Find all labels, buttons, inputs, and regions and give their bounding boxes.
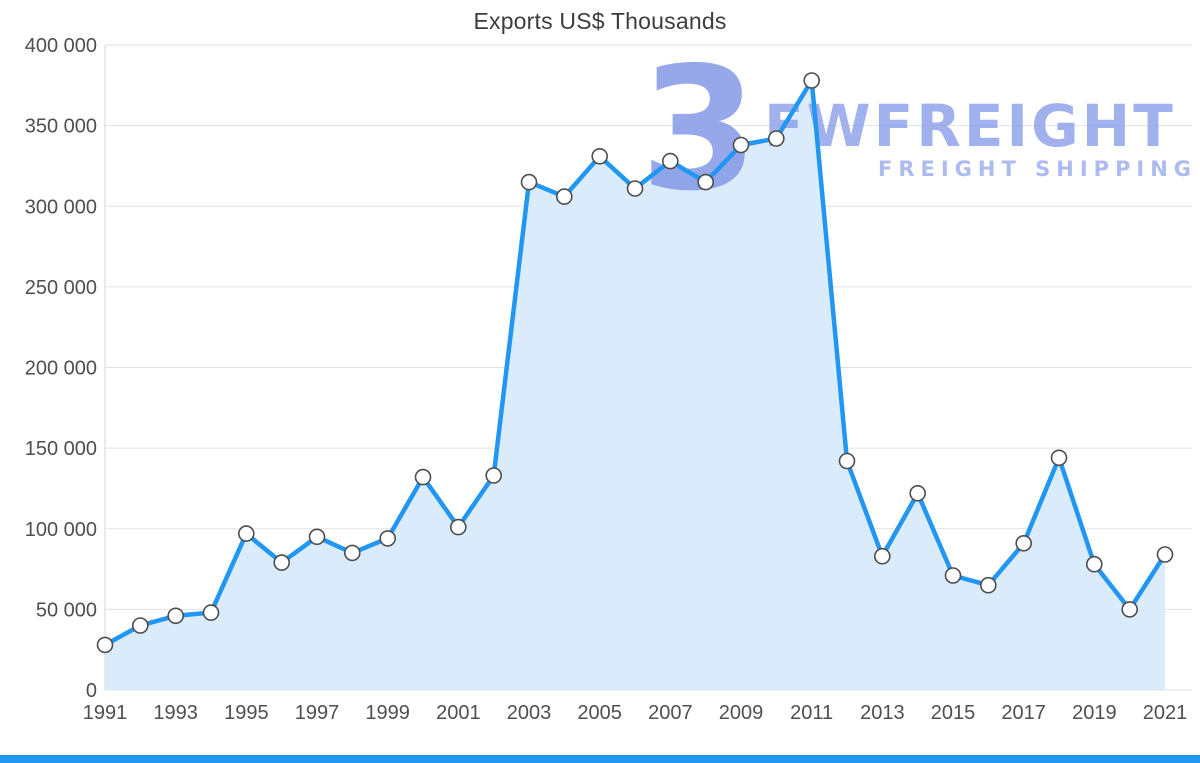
x-tick-label: 2011 [790,702,833,724]
x-tick-label: 1993 [153,702,198,724]
x-tick-label: 2021 [1143,702,1188,724]
data-point-1998[interactable] [343,544,361,562]
markers-layer [96,72,1174,654]
data-point-2012[interactable] [838,452,856,470]
data-point-1991[interactable] [96,636,114,654]
y-tick-label: 400 000 [25,35,97,57]
data-point-1996[interactable] [273,554,291,571]
x-tick-label: 1991 [83,702,128,724]
brand-watermark: 3 FWFREIGHT FREIGHT SHIPPING [640,31,1197,229]
x-tick-label: 1999 [365,702,410,724]
data-point-2015[interactable] [944,567,962,584]
area-fill [105,80,1165,690]
x-tick-label: 2017 [1001,702,1046,724]
data-point-2004[interactable] [555,188,573,205]
data-point-2008[interactable] [697,173,715,191]
data-point-1993[interactable] [167,607,184,625]
x-tick-label: 2019 [1072,702,1117,724]
data-point-2009[interactable] [732,136,750,154]
data-point-2003[interactable] [520,173,538,191]
data-point-2005[interactable] [591,148,609,165]
data-point-2020[interactable] [1121,601,1138,618]
data-point-1992[interactable] [132,617,149,634]
x-tick-label: 2007 [648,702,693,724]
y-tick-label: 200 000 [25,358,97,380]
data-point-2016[interactable] [979,576,997,594]
x-tick-label: 2013 [860,702,905,724]
x-tick-label: 1995 [224,702,269,724]
y-tick-label: 50 000 [36,599,97,621]
data-point-2014[interactable] [909,484,927,502]
data-point-2021[interactable] [1156,546,1174,563]
brand-name: FWFREIGHT [764,92,1176,160]
data-point-1995[interactable] [238,525,255,542]
data-point-1999[interactable] [379,530,397,547]
y-tick-label: 100 000 [25,519,97,541]
chart-title: Exports US$ Thousands [473,8,727,34]
data-point-1997[interactable] [308,528,326,546]
data-point-2018[interactable] [1050,449,1068,467]
data-point-2006[interactable] [626,180,644,197]
brand-tagline: FREIGHT SHIPPING [878,157,1197,181]
x-tick-label: 2015 [931,702,976,724]
data-point-2017[interactable] [1015,534,1033,552]
data-point-2011[interactable] [803,72,821,89]
data-point-2001[interactable] [449,518,467,536]
data-point-2019[interactable] [1086,555,1103,573]
x-tick-label: 2003 [507,702,552,724]
data-point-2002[interactable] [485,467,503,484]
data-point-1994[interactable] [202,604,220,621]
x-tick-label: 2001 [436,702,481,724]
data-point-2010[interactable] [767,130,785,147]
data-point-2013[interactable] [873,547,891,565]
y-tick-label: 350 000 [25,116,97,138]
data-point-2000[interactable] [414,468,432,486]
area-fill-layer [105,80,1165,690]
bottom-accent-bar [0,755,1200,763]
y-tick-label: 0 [86,680,97,702]
x-tick-label: 2009 [719,702,764,724]
y-tick-label: 150 000 [25,438,97,460]
x-tick-label: 1997 [295,702,340,724]
x-tick-label: 2005 [577,702,622,724]
y-tick-label: 300 000 [25,196,97,218]
data-point-2007[interactable] [661,152,679,170]
y-tick-label: 250 000 [25,277,97,299]
brand-logo-3-icon: 3 [640,31,758,229]
axis-labels-layer: 0 50 000 100 000 150 000 200 000 250 000 300 0… [25,35,1188,724]
